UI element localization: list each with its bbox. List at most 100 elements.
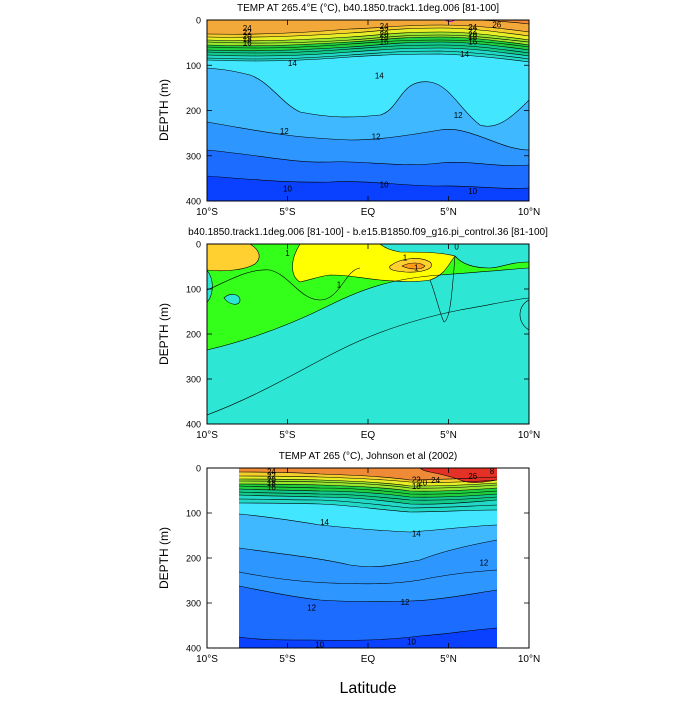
x-tick-label-0-2: EQ bbox=[361, 207, 376, 218]
contour-label-1-2: 1 bbox=[403, 254, 408, 263]
y-tick-label-0-0: 0 bbox=[196, 16, 201, 26]
p2-line-2 bbox=[389, 258, 432, 273]
contour-label-2-13: 12 bbox=[479, 559, 488, 568]
p1-line-15 bbox=[207, 53, 529, 63]
p1-y-axis: 0 100 200 300 400 bbox=[186, 16, 529, 207]
p3-line-17 bbox=[238, 494, 498, 505]
contour-label-0-15: 16 bbox=[468, 38, 477, 47]
p1-contour-lines bbox=[207, 20, 529, 189]
p1-line-23 bbox=[207, 31, 529, 42]
contour-label-0-0: 24 bbox=[243, 24, 252, 33]
contour-label-2-11: 14 bbox=[320, 518, 329, 527]
p2-line-0-lower bbox=[207, 267, 529, 351]
contour-label-2-10: 8 bbox=[490, 467, 495, 476]
p2-band-3-4 bbox=[402, 263, 425, 269]
panel-3-contour-fills bbox=[207, 468, 529, 648]
p2-contour-lines bbox=[207, 244, 529, 416]
p2-band-neg-top bbox=[380, 244, 529, 268]
x-tick-label-1-1: 5°S bbox=[279, 430, 296, 441]
panel-observed-temperature: TEMP AT 265 (°C), Johnson et al (2002) bbox=[157, 451, 540, 665]
p1-line-17 bbox=[207, 47, 529, 57]
p3-line-27 bbox=[419, 468, 498, 483]
p3-y-label: DEPTH (m) bbox=[157, 527, 171, 589]
p2-band-1-2 bbox=[292, 244, 455, 282]
contour-label-2-2: 20 bbox=[267, 475, 276, 484]
contour-label-0-13: 20 bbox=[468, 30, 477, 39]
p2-line-3 bbox=[401, 262, 426, 270]
contour-label-1-0: 0 bbox=[454, 242, 459, 251]
p3-y-axis: 0 100 200 300 400 bbox=[186, 464, 529, 654]
contour-label-0-18: 14 bbox=[460, 50, 469, 59]
x-tick-label-1-0: 10°S bbox=[196, 430, 218, 441]
p3-line-16 bbox=[238, 498, 498, 509]
contour-label-2-1: 22 bbox=[267, 472, 276, 481]
p1-line-18 bbox=[207, 44, 529, 54]
p3-line-22 bbox=[238, 480, 498, 489]
p2-line-1-right bbox=[429, 255, 456, 323]
panel-1-contour-fills bbox=[207, 20, 529, 201]
y-tick-label-1-1: 100 bbox=[186, 285, 201, 295]
p3-band-27 bbox=[420, 468, 497, 483]
p1-line-16 bbox=[207, 50, 529, 60]
y-tick-label-1-3: 300 bbox=[186, 375, 201, 385]
p1-line-22 bbox=[207, 34, 529, 44]
contour-label-1-4: 1 bbox=[337, 281, 342, 290]
p2-line-0-blob-right bbox=[519, 299, 529, 331]
x-tick-label-2-4: 10°N bbox=[518, 654, 540, 665]
contour-label-0-7: 20 bbox=[380, 30, 389, 39]
contour-label-0-6: 22 bbox=[380, 26, 389, 35]
p3-line-12b bbox=[238, 569, 498, 585]
x-tick-label-1-3: 5°N bbox=[440, 430, 457, 441]
contour-label-2-3: 18 bbox=[267, 479, 276, 488]
x-tick-label-1-4: 10°N bbox=[518, 430, 540, 441]
p1-line-11 bbox=[207, 175, 529, 189]
p2-y-label: DEPTH (m) bbox=[157, 303, 171, 365]
y-tick-label-2-2: 200 bbox=[186, 554, 201, 564]
y-tick-label-0-1: 100 bbox=[186, 61, 201, 71]
p1-y-label: DEPTH (m) bbox=[157, 79, 171, 141]
p2-y-axis: 0 100 200 300 400 bbox=[186, 240, 529, 430]
contour-label-2-4: 16 bbox=[267, 483, 276, 492]
y-tick-label-0-2: 200 bbox=[186, 106, 201, 116]
p1-line-12 bbox=[207, 149, 529, 166]
contour-label-2-17: 10 bbox=[407, 637, 416, 646]
contour-label-0-17: 14 bbox=[375, 72, 384, 81]
contour-label-0-10: 26 bbox=[492, 21, 501, 30]
p2-line-1-left bbox=[207, 244, 260, 272]
p1-line-19 bbox=[207, 41, 529, 52]
p1-line-13 bbox=[207, 121, 529, 151]
p3-line-14 bbox=[238, 513, 498, 533]
p2-band-neg-lower bbox=[207, 268, 529, 424]
contour-label-1-3: 1 bbox=[414, 263, 419, 272]
contour-label-0-11: 24 bbox=[468, 23, 477, 32]
contour-label-0-8: 18 bbox=[380, 33, 389, 42]
contour-label-0-5: 24 bbox=[380, 22, 389, 31]
p2-line-1 bbox=[292, 244, 456, 283]
contour-label-0-22: 10 bbox=[283, 184, 292, 193]
contour-label-0-3: 18 bbox=[243, 35, 252, 44]
contour-label-0-21: 12 bbox=[454, 111, 463, 120]
x-tick-label-2-0: 10°S bbox=[196, 654, 218, 665]
p2-contour-labels: 01 111 bbox=[285, 242, 459, 289]
p3-x-axis: 10°S 5°S EQ 5°N 10°N bbox=[196, 468, 540, 665]
panel-temperature-difference: b40.1850.track1.1deg.006 [81-100] - b.e1… bbox=[157, 227, 548, 441]
contour-label-1-1: 1 bbox=[285, 249, 290, 258]
p2-x-axis: 10°S 5°S EQ 5°N 10°N bbox=[196, 244, 540, 441]
y-tick-label-2-1: 100 bbox=[186, 509, 201, 519]
panel-1-title: TEMP AT 265.4°E (°C), b40.1850.track1.1d… bbox=[237, 3, 499, 14]
contour-label-0-4: 16 bbox=[243, 39, 252, 48]
contour-label-2-12: 14 bbox=[412, 529, 421, 538]
p3-line-24 bbox=[238, 475, 498, 483]
p3-line-23 bbox=[238, 478, 498, 487]
p2-band-neg-blob-right bbox=[519, 300, 529, 330]
p1-contour-labels: 2422201816242220181626242220181614141412… bbox=[243, 21, 502, 197]
x-tick-label-0-0: 10°S bbox=[196, 207, 218, 218]
contour-label-0-9: 16 bbox=[380, 38, 389, 47]
p2-band-1-2-left bbox=[207, 244, 260, 271]
x-tick-label-0-3: 5°N bbox=[440, 207, 457, 218]
p3-line-25 bbox=[238, 471, 498, 481]
contour-label-0-19: 12 bbox=[280, 127, 289, 136]
y-tick-label-2-4: 400 bbox=[186, 644, 201, 654]
